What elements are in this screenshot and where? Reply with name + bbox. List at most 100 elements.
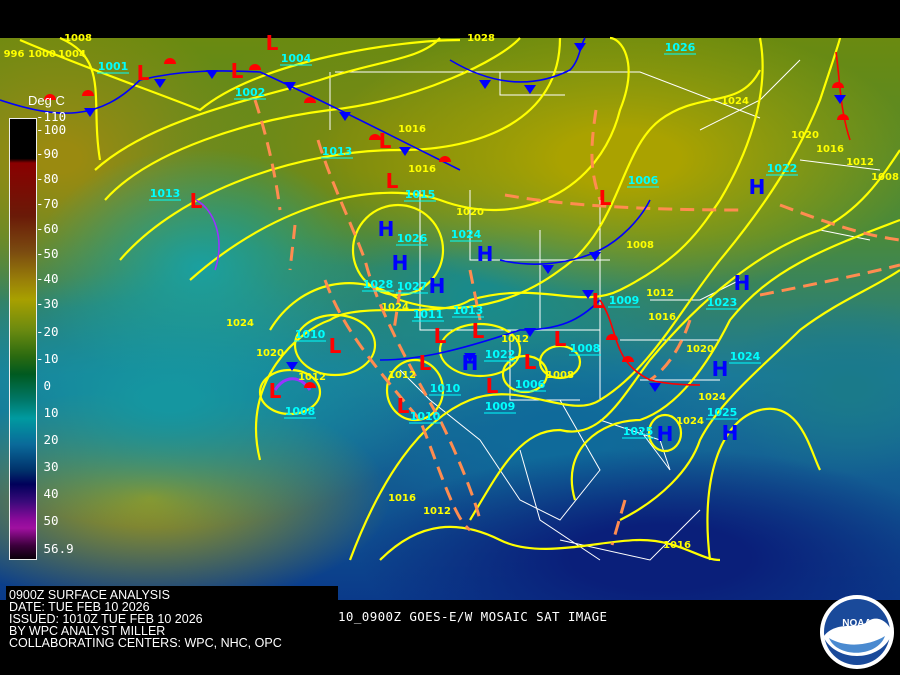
colorbar-tick: -100 xyxy=(36,122,67,137)
cold-front xyxy=(599,299,701,386)
cold-front-triangle xyxy=(524,328,536,337)
center-pressure-label: 1008 xyxy=(285,405,316,418)
low-pressure-center: L 1009 xyxy=(484,374,516,414)
center-pressure-label: 1026 xyxy=(665,41,696,54)
center-pressure-label: 1011 xyxy=(413,308,444,321)
center-pressure-label: 1024 xyxy=(730,350,761,363)
isobar-label: 1016 xyxy=(398,124,426,135)
isobar-label: 1012 xyxy=(846,157,874,168)
low-pressure-center: L 1015 xyxy=(386,169,436,202)
center-pressure-label: 1001 xyxy=(98,60,129,73)
center-pressure-label: 1024 xyxy=(451,228,482,241)
colorbar-tick: -60 xyxy=(36,221,59,236)
high-pressure-center: H 1025 xyxy=(706,406,738,445)
colorbar-tick: -90 xyxy=(36,146,59,161)
high-symbol: H xyxy=(429,274,446,298)
low-symbol: L xyxy=(486,374,499,398)
isobar-label: 1020 xyxy=(456,207,484,218)
isobar-label: 996 xyxy=(4,49,25,60)
low-symbol: L xyxy=(472,319,485,343)
low-symbol: L xyxy=(419,351,432,375)
colorbar-tick: 40 xyxy=(36,486,59,501)
isobar-label: 1008 xyxy=(626,240,654,251)
cold-front xyxy=(499,199,651,265)
satellite-image-label: 10_0900Z GOES-E/W MOSAIC SAT IMAGE xyxy=(338,609,608,624)
isobars xyxy=(19,36,900,562)
low-symbol: L xyxy=(554,327,567,351)
warm-front-semicircle xyxy=(249,64,261,70)
high-symbol: H xyxy=(392,251,409,275)
high-symbol: H xyxy=(462,351,479,375)
colorbar-tick: 10 xyxy=(36,405,59,420)
isobar-label: 1012 xyxy=(388,370,416,381)
colorbar-tick: 20 xyxy=(36,432,59,447)
cold-front-triangle xyxy=(649,383,661,392)
high-symbol: H xyxy=(657,422,674,446)
cold-front-triangle xyxy=(479,80,491,89)
low-pressure-center: L 1011 xyxy=(412,308,447,348)
occluded-front xyxy=(195,199,220,271)
svg-text:NOAA: NOAA xyxy=(842,618,871,629)
low-symbol: L xyxy=(592,289,605,313)
colorbar-tick: -30 xyxy=(36,296,59,311)
colorbar-unit: Deg C xyxy=(28,93,65,108)
colorbar-tick: -80 xyxy=(36,171,59,186)
isobar-label: 1020 xyxy=(686,344,714,355)
warm-front-semicircle xyxy=(304,382,316,388)
cold-front-triangle xyxy=(154,79,166,88)
cold-front xyxy=(0,70,461,171)
low-symbol: L xyxy=(379,129,392,153)
high-pressure-center: H 1026 xyxy=(378,217,428,246)
low-symbol: L xyxy=(397,394,410,418)
center-pressure-label: 1013 xyxy=(150,187,181,200)
low-pressure-center: L 1013 xyxy=(149,187,203,213)
low-pressure-center: L 1001 xyxy=(97,60,150,85)
cold-front-triangle xyxy=(542,265,554,274)
low-pressure-center: L 1006 xyxy=(599,174,659,210)
warm-front-semicircle xyxy=(832,82,844,88)
low-symbol: L xyxy=(599,186,612,210)
warm-front-semicircle xyxy=(82,90,94,96)
isobar-label: 1024 xyxy=(676,416,704,427)
high-symbol: H xyxy=(477,242,494,266)
cold-front-triangle xyxy=(206,70,218,79)
warm-front-semicircle xyxy=(606,334,618,340)
center-pressure-label: 1008 xyxy=(570,342,601,355)
low-pressure-center: L 1013 xyxy=(321,129,392,159)
high-symbol: H xyxy=(734,271,751,295)
cold-front-triangle xyxy=(464,353,476,362)
isobar-label: 1024 xyxy=(721,96,749,107)
colorbar-tick: 56.9 xyxy=(36,541,74,556)
info-title: 0900Z SURFACE ANALYSIS xyxy=(9,588,170,602)
center-pressure-label: 1010 xyxy=(295,328,326,341)
isobar-label: 1028 xyxy=(467,33,495,44)
cold-front-triangle xyxy=(399,147,411,156)
warm-front-semicircle xyxy=(304,97,316,103)
cold-front-triangle xyxy=(339,112,351,121)
high-pressure-center: 1026 xyxy=(664,41,696,55)
temperature-colorbar xyxy=(9,118,37,560)
isobar-label: 1012 xyxy=(501,334,529,345)
center-pressure-label: 1022 xyxy=(767,162,798,175)
isobar-label: 1024 xyxy=(698,392,726,403)
high-symbol: H xyxy=(722,421,739,445)
cold-front-triangle xyxy=(582,290,594,299)
trough-lines xyxy=(253,99,900,546)
warm-front-semicircle xyxy=(369,134,381,140)
low-symbol: L xyxy=(434,324,447,348)
center-pressure-label: 1006 xyxy=(628,174,659,187)
center-pressure-label: 1004 xyxy=(281,52,312,65)
center-pressure-label: 1015 xyxy=(405,188,436,201)
isobar-label: 1020 xyxy=(791,130,819,141)
info-analyst: BY WPC ANALYST MILLER xyxy=(9,624,166,638)
low-pressure-center: L 1002 xyxy=(231,59,266,100)
isobar-label: 1024 xyxy=(381,302,409,313)
